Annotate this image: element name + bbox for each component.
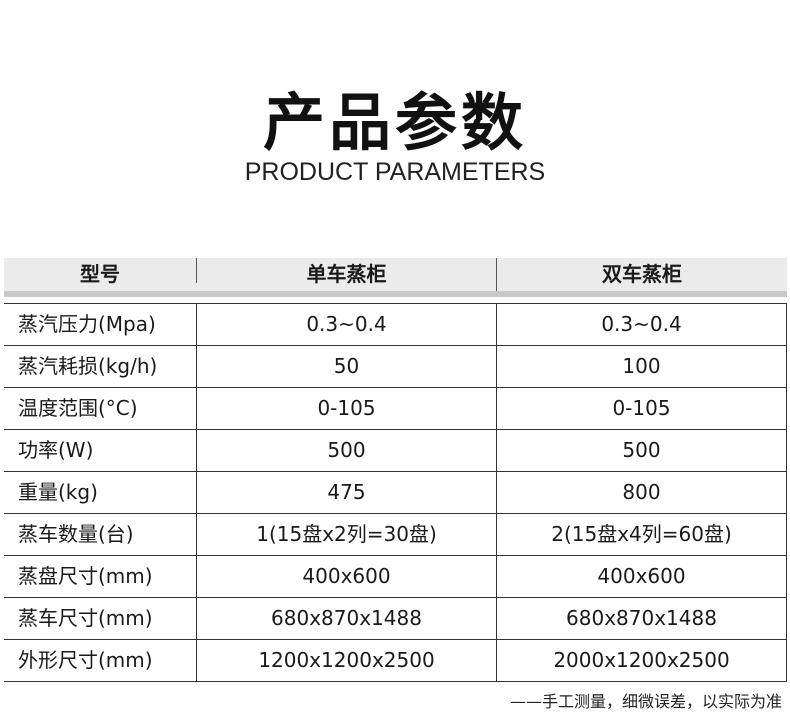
table-row: 蒸盘尺寸(mm) 400x600 400x600 — [4, 556, 787, 598]
double-value: 0.3~0.4 — [496, 304, 787, 345]
page-title: 产品参数 — [262, 86, 527, 159]
double-value: 800 — [496, 472, 787, 513]
header-double: 双车蒸柜 — [496, 258, 787, 291]
param-name: 蒸汽耗损(kg/h) — [18, 354, 158, 378]
double-value: 2(15盘x4列=60盘) — [496, 514, 787, 555]
page-subtitle: PRODUCT PARAMETERS — [244, 158, 546, 186]
table-row: 重量(kg) 475 800 — [4, 472, 787, 514]
table-row: 蒸汽压力(Mpa) 0.3~0.4 0.3~0.4 — [4, 304, 787, 346]
table-header: 型号 单车蒸柜 双车蒸柜 — [4, 258, 787, 291]
header-model: 型号 — [80, 262, 120, 286]
single-value: 475 — [196, 472, 496, 513]
single-value: 680x870x1488 — [196, 598, 496, 639]
param-name: 蒸盘尺寸(mm) — [18, 564, 153, 588]
single-value: 500 — [196, 430, 496, 471]
table-row: 蒸车数量(台) 1(15盘x2列=30盘) 2(15盘x4列=60盘) — [4, 514, 787, 556]
double-value: 2000x1200x2500 — [496, 640, 787, 681]
double-value: 0-105 — [496, 388, 787, 429]
param-name: 温度范围(°C) — [18, 396, 138, 420]
footnote: ——手工测量，细微误差，以实际为准 — [509, 692, 782, 711]
double-value: 500 — [496, 430, 787, 471]
parameters-table: 蒸汽压力(Mpa) 0.3~0.4 0.3~0.4 蒸汽耗损(kg/h) 50 100 温度… — [4, 303, 787, 682]
param-name: 蒸汽压力(Mpa) — [18, 312, 156, 336]
table-row: 蒸车尺寸(mm) 680x870x1488 680x870x1488 — [4, 598, 787, 640]
single-value: 0.3~0.4 — [196, 304, 496, 345]
param-name: 功率(W) — [18, 438, 94, 462]
double-value: 680x870x1488 — [496, 598, 787, 639]
single-value: 0-105 — [196, 388, 496, 429]
double-value: 400x600 — [496, 556, 787, 597]
single-value: 1200x1200x2500 — [196, 640, 496, 681]
table-row: 功率(W) 500 500 — [4, 430, 787, 472]
table-row: 外形尺寸(mm) 1200x1200x2500 2000x1200x2500 — [4, 640, 787, 682]
single-value: 50 — [196, 346, 496, 387]
param-name: 蒸车数量(台) — [18, 522, 134, 546]
table-row: 蒸汽耗损(kg/h) 50 100 — [4, 346, 787, 388]
table-row: 温度范围(°C) 0-105 0-105 — [4, 388, 787, 430]
param-name: 外形尺寸(mm) — [18, 648, 153, 672]
header-divider — [4, 291, 787, 297]
single-value: 1(15盘x2列=30盘) — [196, 514, 496, 555]
param-name: 重量(kg) — [18, 480, 98, 504]
header-single: 单车蒸柜 — [196, 258, 496, 286]
double-value: 100 — [496, 346, 787, 387]
single-value: 400x600 — [196, 556, 496, 597]
param-name: 蒸车尺寸(mm) — [18, 606, 153, 630]
